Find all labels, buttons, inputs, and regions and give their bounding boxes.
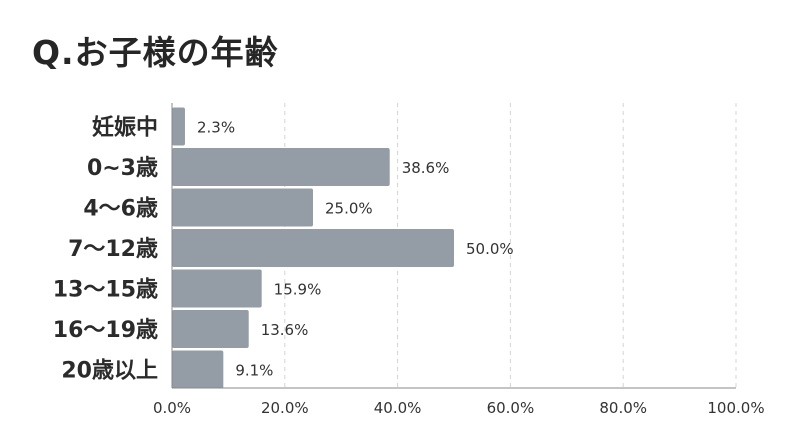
x-tick-label: 60.0% — [487, 399, 535, 417]
data-label: 9.1% — [235, 362, 273, 380]
data-label: 25.0% — [325, 200, 373, 218]
x-tick-label: 20.0% — [261, 399, 309, 417]
bar — [172, 350, 224, 389]
data-label: 50.0% — [466, 240, 514, 258]
bar — [172, 148, 390, 186]
x-tick-label: 100.0% — [707, 399, 764, 417]
bar — [172, 310, 249, 348]
category-label: 妊娠中 — [92, 115, 158, 141]
x-tick-label: 0.0% — [153, 399, 191, 417]
data-label: 38.6% — [402, 159, 450, 177]
data-label: 2.3% — [197, 119, 235, 137]
category-label: 4～6歳 — [83, 197, 158, 222]
bar — [172, 229, 454, 267]
data-label: 13.6% — [261, 321, 309, 339]
data-label: 15.9% — [274, 281, 322, 299]
x-tick-label: 40.0% — [374, 399, 422, 417]
category-label: 13～15歳 — [53, 278, 158, 303]
category-label: 7～12歳 — [68, 237, 158, 262]
bar — [172, 269, 262, 308]
bar — [172, 188, 313, 227]
category-label: 0~3歳 — [87, 156, 158, 181]
chart-title: Q.お子様の年齢 — [32, 33, 279, 72]
category-label: 20歳以上 — [61, 359, 158, 384]
bar — [172, 107, 185, 146]
category-label: 16～19歳 — [53, 318, 158, 343]
x-tick-label: 80.0% — [599, 399, 647, 417]
